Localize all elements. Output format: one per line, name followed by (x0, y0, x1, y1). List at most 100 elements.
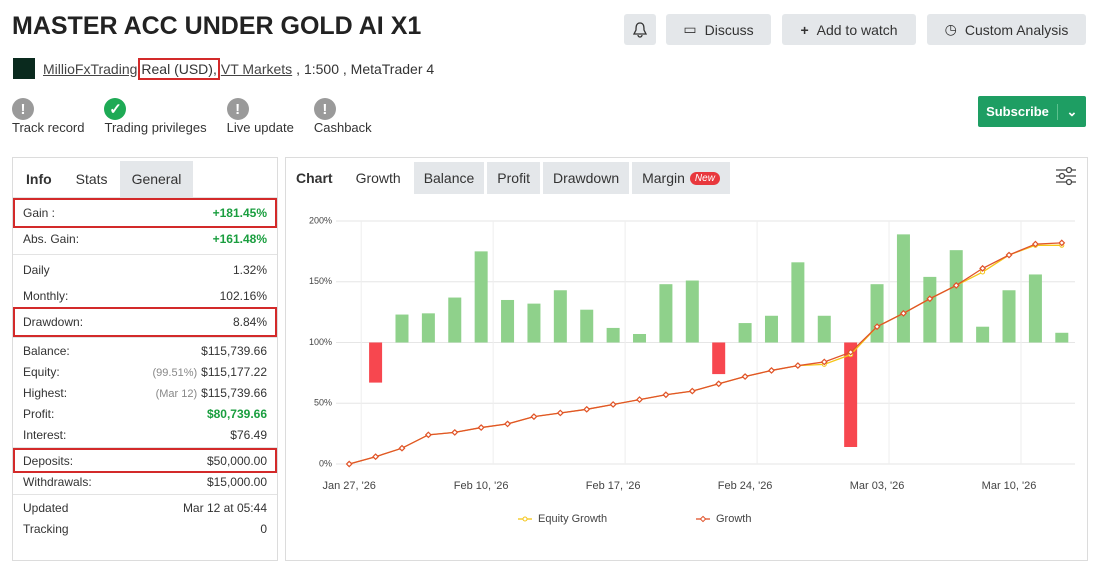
bar (1002, 290, 1016, 343)
stats-label: Updated (23, 500, 69, 515)
chart-tab[interactable]: Profit (487, 162, 540, 194)
discuss-button[interactable]: ▭ Discuss (666, 14, 771, 45)
marker (688, 387, 696, 395)
stats-row: Interest: $76.49 (15, 424, 275, 445)
bar (1055, 332, 1069, 343)
stats-row: Balance: $115,739.66 (15, 340, 275, 361)
marker (556, 409, 564, 417)
stats-value: $115,739.66 (201, 385, 267, 400)
bar (949, 250, 963, 343)
account-details: , 1:500 , MetaTrader 4 (296, 60, 435, 77)
analysis-button[interactable]: ◷ Custom Analysis (927, 14, 1086, 45)
stats-value: $76.49 (230, 427, 267, 442)
bar (501, 299, 515, 343)
broker-link[interactable]: VT Markets (220, 60, 293, 77)
marker (820, 358, 828, 366)
bar (474, 251, 488, 343)
bar (738, 323, 752, 343)
x-tick-label: Mar 03, '26 (850, 480, 905, 492)
tab[interactable]: General (119, 161, 194, 197)
stats-tabs: Info Stats General (14, 161, 277, 197)
tab[interactable]: Stats (75, 171, 108, 187)
icon: ◷ (944, 21, 957, 37)
stats-value-wrap: $15,000.00 (207, 475, 267, 489)
marker (1031, 240, 1039, 248)
bell-button[interactable] (624, 14, 656, 45)
chart-tab[interactable]: Margin New (632, 162, 730, 194)
legend-label: Growth (716, 513, 751, 525)
settings-icon[interactable] (1055, 166, 1077, 186)
bar (712, 342, 726, 375)
stats-row: Highest: (Mar 12) $115,739.66 (15, 382, 275, 403)
stats-row: Daily 1.32% (15, 257, 275, 283)
marker (768, 366, 775, 374)
stats-row: Equity: (99.51%) $115,177.22 (15, 361, 275, 382)
marker (477, 424, 485, 431)
chart-tab[interactable]: Balance (413, 162, 485, 194)
marker (926, 295, 934, 303)
watch-button[interactable]: + Add to watch (782, 14, 916, 45)
x-tick-label: Mar 10, '26 (982, 480, 1037, 492)
tab[interactable]: Info (26, 171, 52, 187)
line (349, 242, 1062, 465)
stats-row: Withdrawals: $15,000.00 (15, 471, 275, 492)
stats-value-wrap: $50,000.00 (207, 454, 267, 468)
new-badge: New (689, 171, 720, 185)
bar (896, 234, 910, 343)
tab-label: Balance (423, 170, 475, 186)
bar (633, 333, 647, 343)
bar (421, 313, 435, 343)
tab-label: Drawdown (552, 170, 620, 186)
badge: ! Cashback (313, 98, 372, 135)
subscribe-button[interactable]: Subscribe ⌄ (978, 96, 1086, 127)
stats-row: Deposits: $50,000.00 (13, 448, 277, 473)
marker (398, 444, 406, 452)
bell-icon (633, 21, 647, 38)
stats-value-wrap: 0 (260, 522, 267, 536)
stats-label: Deposits: (23, 453, 74, 468)
y-tick-label: 0% (319, 458, 332, 468)
stats-value: 1.32% (232, 263, 267, 277)
stats-value-wrap: $80,739.66 (207, 407, 267, 421)
x-tick-label: Feb 10, '26 (454, 480, 509, 492)
stats-label: Gain : (23, 206, 56, 220)
stats-value: Mar 12 at 05:44 (182, 500, 267, 515)
stats-value: $15,000.00 (206, 474, 267, 489)
owner-link[interactable]: MillioFxTrading (43, 60, 138, 77)
badge-label: Live update (226, 120, 294, 135)
stats-label: Tracking (23, 521, 69, 536)
marker (372, 453, 380, 461)
chart-tab[interactable]: Drawdown (542, 162, 630, 194)
marker (609, 401, 617, 408)
stats-value: $80,739.66 (206, 406, 267, 421)
stats-group: Deposits: $50,000.00 Withdrawals: $15,000.0… (13, 447, 277, 494)
chart-tabs-title: Chart (286, 162, 343, 194)
stats-label: Equity: (23, 364, 60, 379)
chart-tab[interactable]: Growth (345, 162, 411, 194)
button-label: Custom Analysis (964, 21, 1069, 38)
legend-marker (522, 516, 528, 522)
stats-label: Highest: (23, 385, 68, 400)
legend-marker (699, 515, 707, 523)
marker (715, 380, 723, 388)
stats-value-wrap: +181.45% (213, 206, 267, 220)
stats-value: 0 (260, 521, 267, 536)
bar (923, 276, 937, 343)
x-tick-label: Jan 27, '26 (322, 480, 375, 492)
stats-row: Tracking 0 (15, 518, 275, 539)
stats-value-wrap: 1.32% (233, 263, 267, 277)
stats-row: Gain : +181.45% (13, 198, 277, 228)
badge-label: Trading privileges (104, 120, 207, 135)
icon: + (800, 21, 809, 38)
badge: ✓ Trading privileges (104, 98, 207, 135)
stats-label: Drawdown: (23, 315, 84, 329)
stats-row: Monthly: 102.16% (15, 283, 275, 309)
stats-label: Daily (23, 263, 50, 277)
stats-value-wrap: $76.49 (230, 428, 267, 442)
marker (873, 323, 881, 331)
stats-value-wrap: (99.51%) $115,177.22 (153, 365, 267, 379)
stats-panel: Info Stats General Gain : +181.45% Abs. Gain… (12, 157, 278, 561)
stats-value: $115,177.22 (201, 364, 267, 379)
dropdown-arrow[interactable]: ⌄ (1057, 103, 1086, 120)
